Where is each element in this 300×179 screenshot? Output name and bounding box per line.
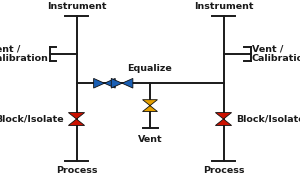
Text: Instrument: Instrument [47, 2, 106, 11]
Polygon shape [142, 100, 158, 106]
Text: Vent: Vent [138, 135, 162, 144]
Polygon shape [94, 78, 104, 88]
Polygon shape [111, 78, 122, 88]
Text: Process: Process [203, 166, 244, 175]
Polygon shape [68, 119, 85, 125]
Polygon shape [142, 106, 158, 112]
Text: Instrument: Instrument [194, 2, 253, 11]
Polygon shape [215, 113, 232, 119]
Text: Vent /
Calibration: Vent / Calibration [252, 44, 300, 63]
Text: Block/Isolate: Block/Isolate [0, 115, 64, 124]
Polygon shape [122, 78, 133, 88]
Text: Equalize: Equalize [128, 64, 172, 73]
Polygon shape [215, 119, 232, 125]
Text: Vent /
Calibration: Vent / Calibration [0, 44, 48, 63]
Text: Process: Process [56, 166, 97, 175]
Polygon shape [68, 113, 85, 119]
Text: Block/Isolate: Block/Isolate [236, 115, 300, 124]
Polygon shape [104, 78, 115, 88]
